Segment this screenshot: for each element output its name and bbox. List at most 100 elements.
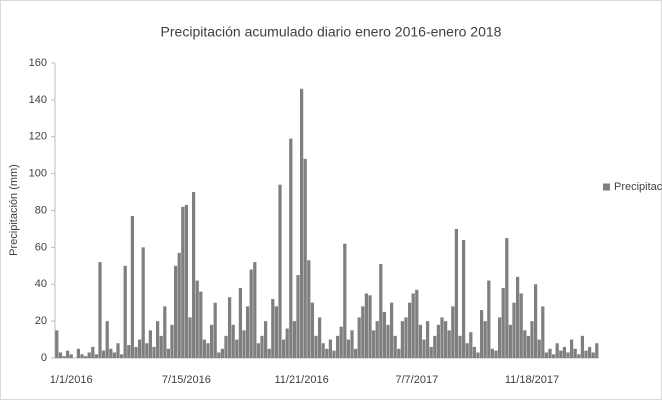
bar <box>497 317 502 358</box>
bar <box>469 332 473 358</box>
bar <box>217 352 221 358</box>
bar <box>447 330 451 358</box>
bar <box>98 262 102 358</box>
bar <box>209 324 214 358</box>
bar <box>105 321 109 358</box>
bar <box>595 343 599 358</box>
bar <box>418 324 423 358</box>
bar <box>364 293 369 358</box>
bar <box>551 354 556 358</box>
bar <box>548 348 552 358</box>
y-tick-label: 160 <box>29 57 47 69</box>
bar <box>350 330 354 358</box>
bar <box>587 346 592 358</box>
legend-swatch <box>603 183 610 191</box>
bar <box>199 291 203 358</box>
bar <box>55 330 59 358</box>
chart-title: Precipitación acumulado diario enero 201… <box>161 24 502 40</box>
bar <box>544 352 549 358</box>
bar <box>299 88 304 358</box>
bar <box>195 280 199 358</box>
bar <box>371 330 376 358</box>
y-tick-label: 40 <box>35 278 47 290</box>
bar <box>443 321 448 358</box>
bar <box>569 339 574 358</box>
bar <box>278 184 282 358</box>
bar <box>368 295 372 358</box>
bar <box>69 354 73 358</box>
legend-label: Precipitación <box>614 181 662 193</box>
bar <box>407 302 412 358</box>
bar <box>483 321 487 358</box>
bar <box>461 240 466 358</box>
bar <box>389 302 394 358</box>
bar <box>166 348 171 358</box>
x-tick-label: 1/1/2016 <box>50 374 93 386</box>
bar <box>267 348 271 358</box>
bar <box>62 356 66 358</box>
bar <box>80 354 84 358</box>
bar <box>155 321 160 358</box>
bar <box>91 346 95 358</box>
bar <box>285 328 289 358</box>
y-tick-label: 120 <box>29 131 47 143</box>
bar <box>379 263 383 358</box>
bar <box>163 306 167 358</box>
bar <box>577 354 581 358</box>
bar <box>220 348 225 358</box>
bar <box>397 348 401 358</box>
bar <box>353 348 358 358</box>
bar <box>580 335 585 358</box>
bar <box>422 339 426 358</box>
bar <box>386 324 390 358</box>
bar <box>112 352 117 358</box>
bar <box>260 335 264 358</box>
bar <box>433 335 437 358</box>
bar <box>415 289 419 358</box>
bar <box>321 343 325 358</box>
bar <box>332 350 336 358</box>
bar <box>83 356 88 358</box>
bar <box>249 269 253 358</box>
bar <box>173 265 178 358</box>
y-tick-label: 100 <box>29 168 47 180</box>
bar <box>152 346 156 358</box>
bar <box>526 335 531 358</box>
bar <box>263 321 268 358</box>
bar <box>274 306 279 358</box>
bar <box>213 302 217 358</box>
bar <box>109 348 113 358</box>
bar <box>231 324 235 358</box>
x-tick-label: 7/15/2016 <box>162 374 211 386</box>
bar <box>206 343 210 358</box>
x-tick-label: 11/21/2016 <box>274 374 328 386</box>
bar <box>411 293 415 358</box>
bar <box>271 299 275 358</box>
bar <box>584 350 588 358</box>
bar <box>343 243 347 358</box>
bar <box>134 346 138 358</box>
bar <box>523 330 527 358</box>
bar <box>317 317 322 358</box>
y-tick-label: 60 <box>35 241 47 253</box>
bar <box>328 339 333 358</box>
bar <box>202 339 207 358</box>
bar <box>361 306 365 358</box>
bar <box>325 348 329 358</box>
bar <box>310 302 315 358</box>
bar <box>393 335 397 358</box>
y-tick-label: 80 <box>35 204 47 216</box>
bar <box>123 265 127 358</box>
y-axis-label: Precipitación (mm) <box>8 164 20 256</box>
bar <box>101 350 106 358</box>
y-tick-label: 0 <box>41 352 47 364</box>
bar <box>87 352 91 358</box>
bar <box>425 321 430 358</box>
bar <box>307 260 311 358</box>
bar <box>65 350 70 358</box>
bar <box>314 335 318 358</box>
bar <box>559 350 563 358</box>
bar <box>116 343 120 358</box>
